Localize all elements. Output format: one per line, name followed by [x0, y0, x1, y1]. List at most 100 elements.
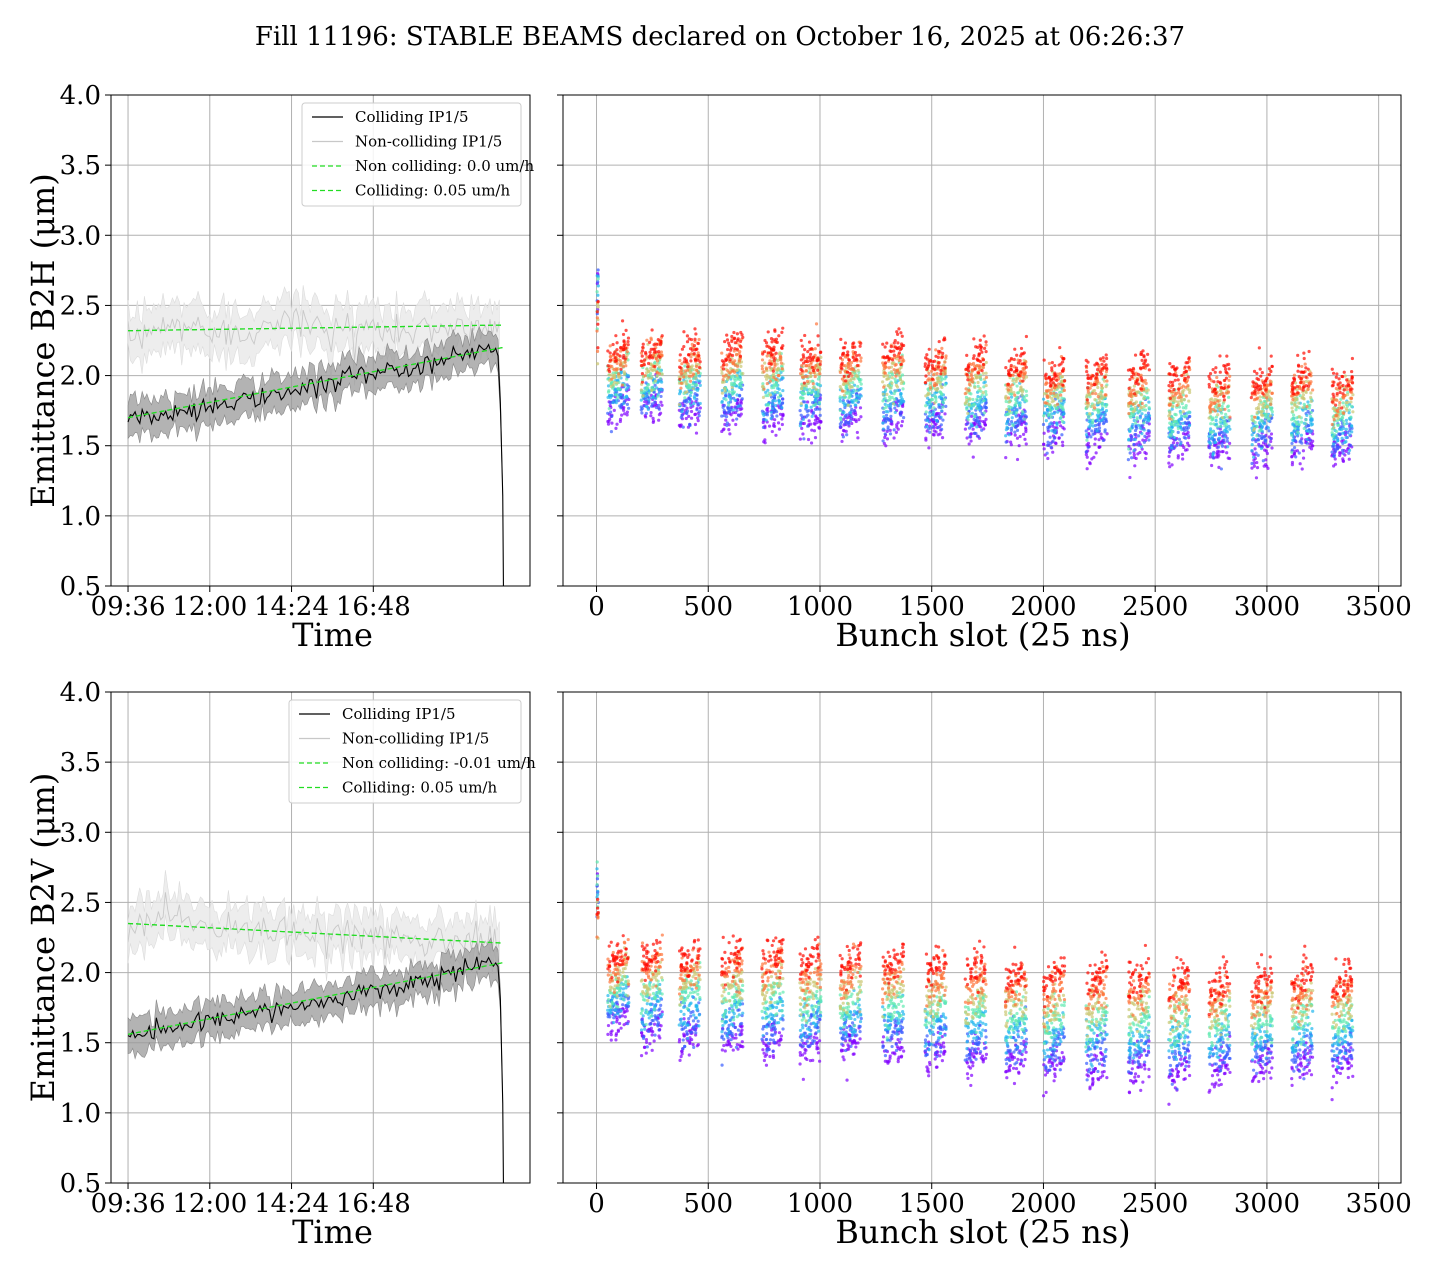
- data-point: [680, 347, 685, 351]
- data-point: [1168, 372, 1173, 377]
- data-point: [596, 346, 600, 350]
- data-point: [1332, 426, 1336, 430]
- data-point: [814, 402, 818, 406]
- data-point: [1215, 375, 1219, 380]
- data-point: [1292, 378, 1297, 383]
- data-point: [1179, 399, 1184, 403]
- data-point: [1211, 453, 1215, 457]
- data-point: [734, 422, 738, 427]
- data-point: [1170, 463, 1174, 467]
- data-point: [1044, 389, 1049, 393]
- data-point: [1250, 448, 1254, 453]
- data-point: [761, 384, 765, 388]
- data-point: [1294, 408, 1298, 412]
- data-point: [1048, 441, 1053, 446]
- data-point: [1267, 443, 1271, 447]
- data-point: [1049, 388, 1053, 392]
- data-point: [813, 374, 817, 379]
- data-point: [1187, 434, 1191, 438]
- fit-line: [128, 324, 503, 332]
- data-point: [766, 403, 770, 407]
- data-point: [937, 339, 941, 344]
- data-point: [1180, 428, 1184, 432]
- data-point: [840, 439, 844, 444]
- data-point: [938, 380, 942, 384]
- data-point: [1008, 384, 1012, 388]
- data-point: [1208, 372, 1213, 376]
- data-point: [723, 339, 727, 344]
- data-point: [625, 353, 629, 357]
- data-point: [1012, 357, 1016, 362]
- data-point: [609, 410, 613, 414]
- data-point: [1334, 403, 1338, 407]
- data-point: [1144, 456, 1148, 461]
- data-point: [1061, 405, 1065, 409]
- data-point: [942, 368, 946, 373]
- data-point: [1224, 412, 1228, 416]
- data-point: [859, 356, 863, 360]
- data-point: [934, 422, 938, 426]
- data-point: [1097, 438, 1101, 442]
- data-point: [689, 416, 694, 420]
- data-point: [1086, 386, 1090, 390]
- data-point: [773, 399, 777, 403]
- data-point: [1337, 377, 1341, 381]
- data-point: [769, 416, 773, 420]
- data-point: [650, 328, 654, 332]
- data-point: [1342, 370, 1346, 374]
- data-point: [692, 344, 697, 348]
- data-point: [761, 411, 765, 416]
- data-point: [1210, 418, 1214, 422]
- data-point: [1019, 346, 1024, 351]
- data-point: [611, 400, 615, 405]
- data-point: [893, 380, 898, 384]
- data-point: [740, 397, 744, 401]
- data-point: [927, 427, 931, 431]
- data-point: [698, 383, 702, 387]
- data-point: [850, 385, 854, 389]
- data-point: [1142, 397, 1146, 401]
- data-point: [1135, 378, 1139, 382]
- data-point: [978, 396, 982, 400]
- data-point: [1175, 443, 1179, 447]
- data-point: [648, 353, 652, 357]
- data-point: [1341, 419, 1346, 423]
- data-point: [1025, 393, 1029, 398]
- data-point: [1014, 396, 1018, 400]
- data-point: [1047, 402, 1052, 406]
- data-point: [619, 362, 623, 366]
- data-point: [891, 358, 895, 362]
- data-point: [843, 402, 847, 406]
- data-point: [1216, 399, 1220, 403]
- data-point: [1058, 404, 1062, 408]
- data-point: [692, 351, 696, 356]
- data-point: [678, 353, 682, 357]
- data-point: [1133, 437, 1137, 442]
- data-point: [818, 359, 823, 364]
- data-point: [1015, 457, 1020, 462]
- data-point: [771, 369, 775, 373]
- data-point: [851, 417, 856, 422]
- data-point: [1104, 363, 1108, 367]
- data-point: [1016, 418, 1020, 422]
- data-point: [1221, 449, 1225, 454]
- data-point: [1351, 410, 1355, 414]
- data-point: [693, 412, 698, 416]
- data-point: [891, 362, 895, 366]
- data-point: [1138, 366, 1143, 370]
- data-point: [807, 340, 812, 344]
- data-point: [1052, 430, 1056, 434]
- data-point: [781, 388, 785, 393]
- data-point: [980, 428, 984, 432]
- data-point: [1296, 363, 1301, 367]
- data-point: [767, 424, 772, 428]
- data-point: [1128, 475, 1132, 480]
- data-point: [596, 293, 600, 297]
- data-point: [1207, 382, 1211, 387]
- data-point: [693, 348, 697, 352]
- data-point: [652, 361, 657, 365]
- data-point: [1170, 430, 1174, 434]
- data-point: [973, 367, 977, 371]
- data-point: [893, 389, 897, 393]
- data-point: [859, 415, 863, 419]
